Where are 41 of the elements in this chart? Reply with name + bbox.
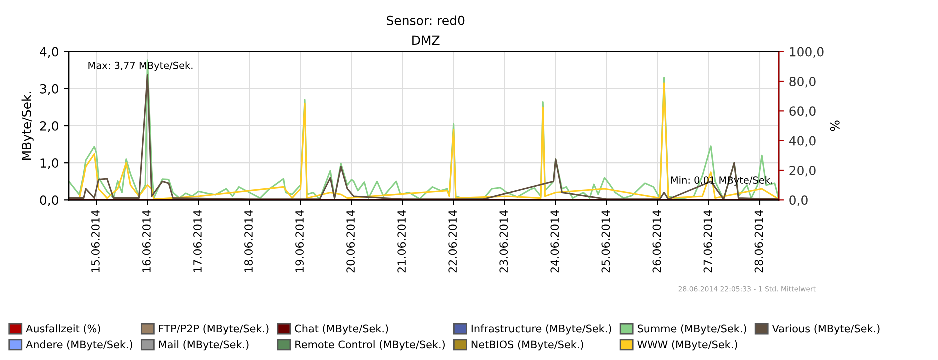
x-tick-label: 24.06.2014 [550, 210, 560, 273]
y-axis-title: MByte/Sek. [22, 92, 34, 160]
y2-tick-label: 80,0 [790, 76, 816, 88]
y2-tick-label: 40,0 [789, 136, 816, 148]
legend-label: Mail (MByte/Sek.) [159, 340, 249, 351]
y-tick-label: 1,0 [40, 158, 58, 170]
legend-label: Chat (MByte/Sek.) [295, 324, 388, 335]
chart-subtitle: DMZ [412, 36, 440, 45]
legend-label: Infrastructure (MByte/Sek.) [472, 324, 612, 335]
y2-tick-label: 0,0 [790, 196, 808, 206]
y2-tick-label: 20,0 [790, 166, 816, 177]
y2-tick-label: 100,0 [790, 47, 824, 58]
legend-label: FTP/P2P (MByte/Sek.) [159, 324, 269, 335]
x-tick-label: 27.06.2014 [704, 210, 712, 273]
x-tick-label: 26.06.2014 [652, 210, 662, 273]
x-tick-label: 23.06.2014 [500, 210, 508, 273]
x-tick-label: 15.06.2014 [91, 210, 100, 272]
y-tick-label: 3,0 [40, 84, 58, 96]
legend-label: Remote Control (MByte/Sek.) [296, 340, 445, 351]
legend-label: Summe (MByte/Sek.) [638, 324, 746, 335]
y-tick-label: 2,0 [40, 121, 58, 132]
x-tick-label: 19.06.2014 [296, 210, 304, 272]
x-tick-label: 20.06.2014 [346, 210, 356, 273]
x-tick-label: 18.06.2014 [244, 210, 253, 272]
annotation: Max: 3,77 MByte/Sek. [88, 62, 193, 72]
legend-label: WWW (MByte/Sek.) [638, 340, 738, 351]
x-tick-label: 28.06.2014 [754, 210, 764, 273]
legend-label: Various (MByte/Sek.) [772, 324, 880, 335]
y2-tick-label: 60,0 [790, 106, 816, 118]
x-tick-label: 21.06.2014 [398, 210, 406, 273]
y2-axis-title: % [830, 120, 840, 132]
x-tick-label: 22.06.2014 [448, 210, 458, 273]
chart-title: Sensor: red0 [387, 16, 465, 26]
legend-label: Ausfallzeit (%) [26, 324, 100, 334]
y-tick-label: 4,0 [40, 47, 58, 58]
legend-label: Andere (MByte/Sek.) [26, 340, 132, 351]
legend-label: NetBIOS (MByte/Sek.) [472, 340, 584, 351]
x-tick-label: 16.06.2014 [142, 210, 151, 272]
y-tick-label: 0,0 [40, 196, 58, 206]
x-tick-label: 17.06.2014 [194, 210, 202, 272]
x-tick-label: 25.06.2014 [602, 210, 610, 273]
